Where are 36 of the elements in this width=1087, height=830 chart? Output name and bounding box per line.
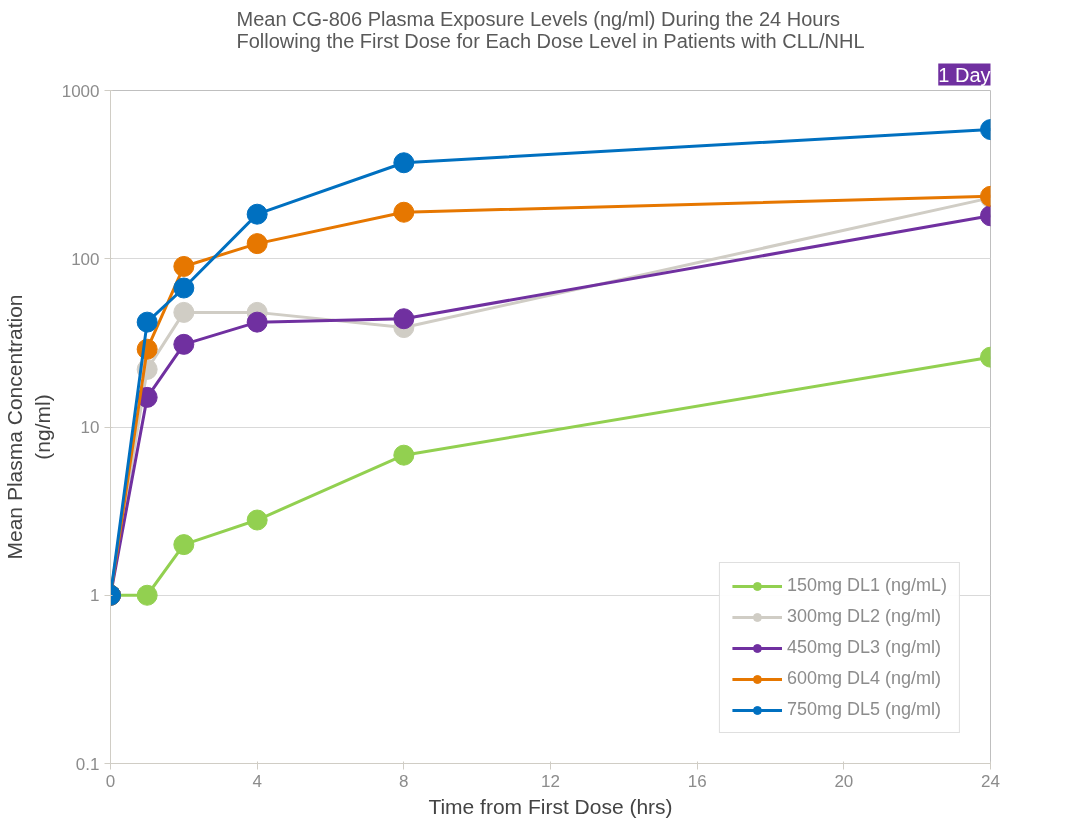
text: 1 Day bbox=[938, 63, 991, 86]
point bbox=[393, 444, 415, 466]
x-tick-label: 16 bbox=[687, 771, 707, 791]
legend-label: 450mg DL3 (ng/ml) bbox=[786, 637, 941, 658]
x-tick-label: 0 bbox=[105, 771, 116, 791]
point bbox=[393, 152, 415, 174]
point bbox=[393, 201, 415, 223]
point bbox=[173, 277, 195, 299]
point bbox=[173, 255, 195, 277]
point bbox=[246, 233, 268, 255]
point bbox=[136, 584, 158, 606]
legend-label: 150mg DL1 (ng/mL) bbox=[786, 575, 947, 596]
point bbox=[246, 509, 268, 531]
point bbox=[173, 301, 195, 323]
x-tick-label: 8 bbox=[399, 771, 409, 791]
y-tick-label: 1000 bbox=[61, 81, 100, 101]
point bbox=[246, 203, 268, 225]
point bbox=[173, 534, 195, 556]
x-tick-label: 12 bbox=[541, 771, 560, 791]
y-tick-label: 1 bbox=[90, 586, 100, 606]
x-tick-label: 20 bbox=[834, 771, 854, 791]
chart-title: Mean CG-806 Plasma Exposure Levels (ng/ml) During the 24 Hours Following the First Dose for Each Dose Level in Patients with CLL/NHL bbox=[236, 7, 865, 52]
x-tick-label: 24 bbox=[981, 771, 1000, 791]
point bbox=[136, 311, 158, 333]
x-tick-label: 4 bbox=[252, 771, 262, 791]
y-tick-label: 0.1 bbox=[75, 754, 100, 774]
point bbox=[173, 333, 195, 355]
legend-label: 600mg DL4 (ng/ml) bbox=[786, 668, 941, 689]
point bbox=[393, 308, 415, 330]
y-axis-title: Mean Plasma Concentration (ng/ml) bbox=[3, 294, 54, 560]
point bbox=[246, 311, 268, 333]
y-tick-label: 100 bbox=[71, 249, 100, 269]
y-tick-label: 10 bbox=[80, 418, 100, 437]
legend-label: 300mg DL2 (ng/ml) bbox=[786, 606, 941, 627]
legend-label: 750mg DL5 (ng/ml) bbox=[786, 699, 941, 720]
x-axis-title: Time from First Dose (hrs) bbox=[428, 794, 673, 818]
